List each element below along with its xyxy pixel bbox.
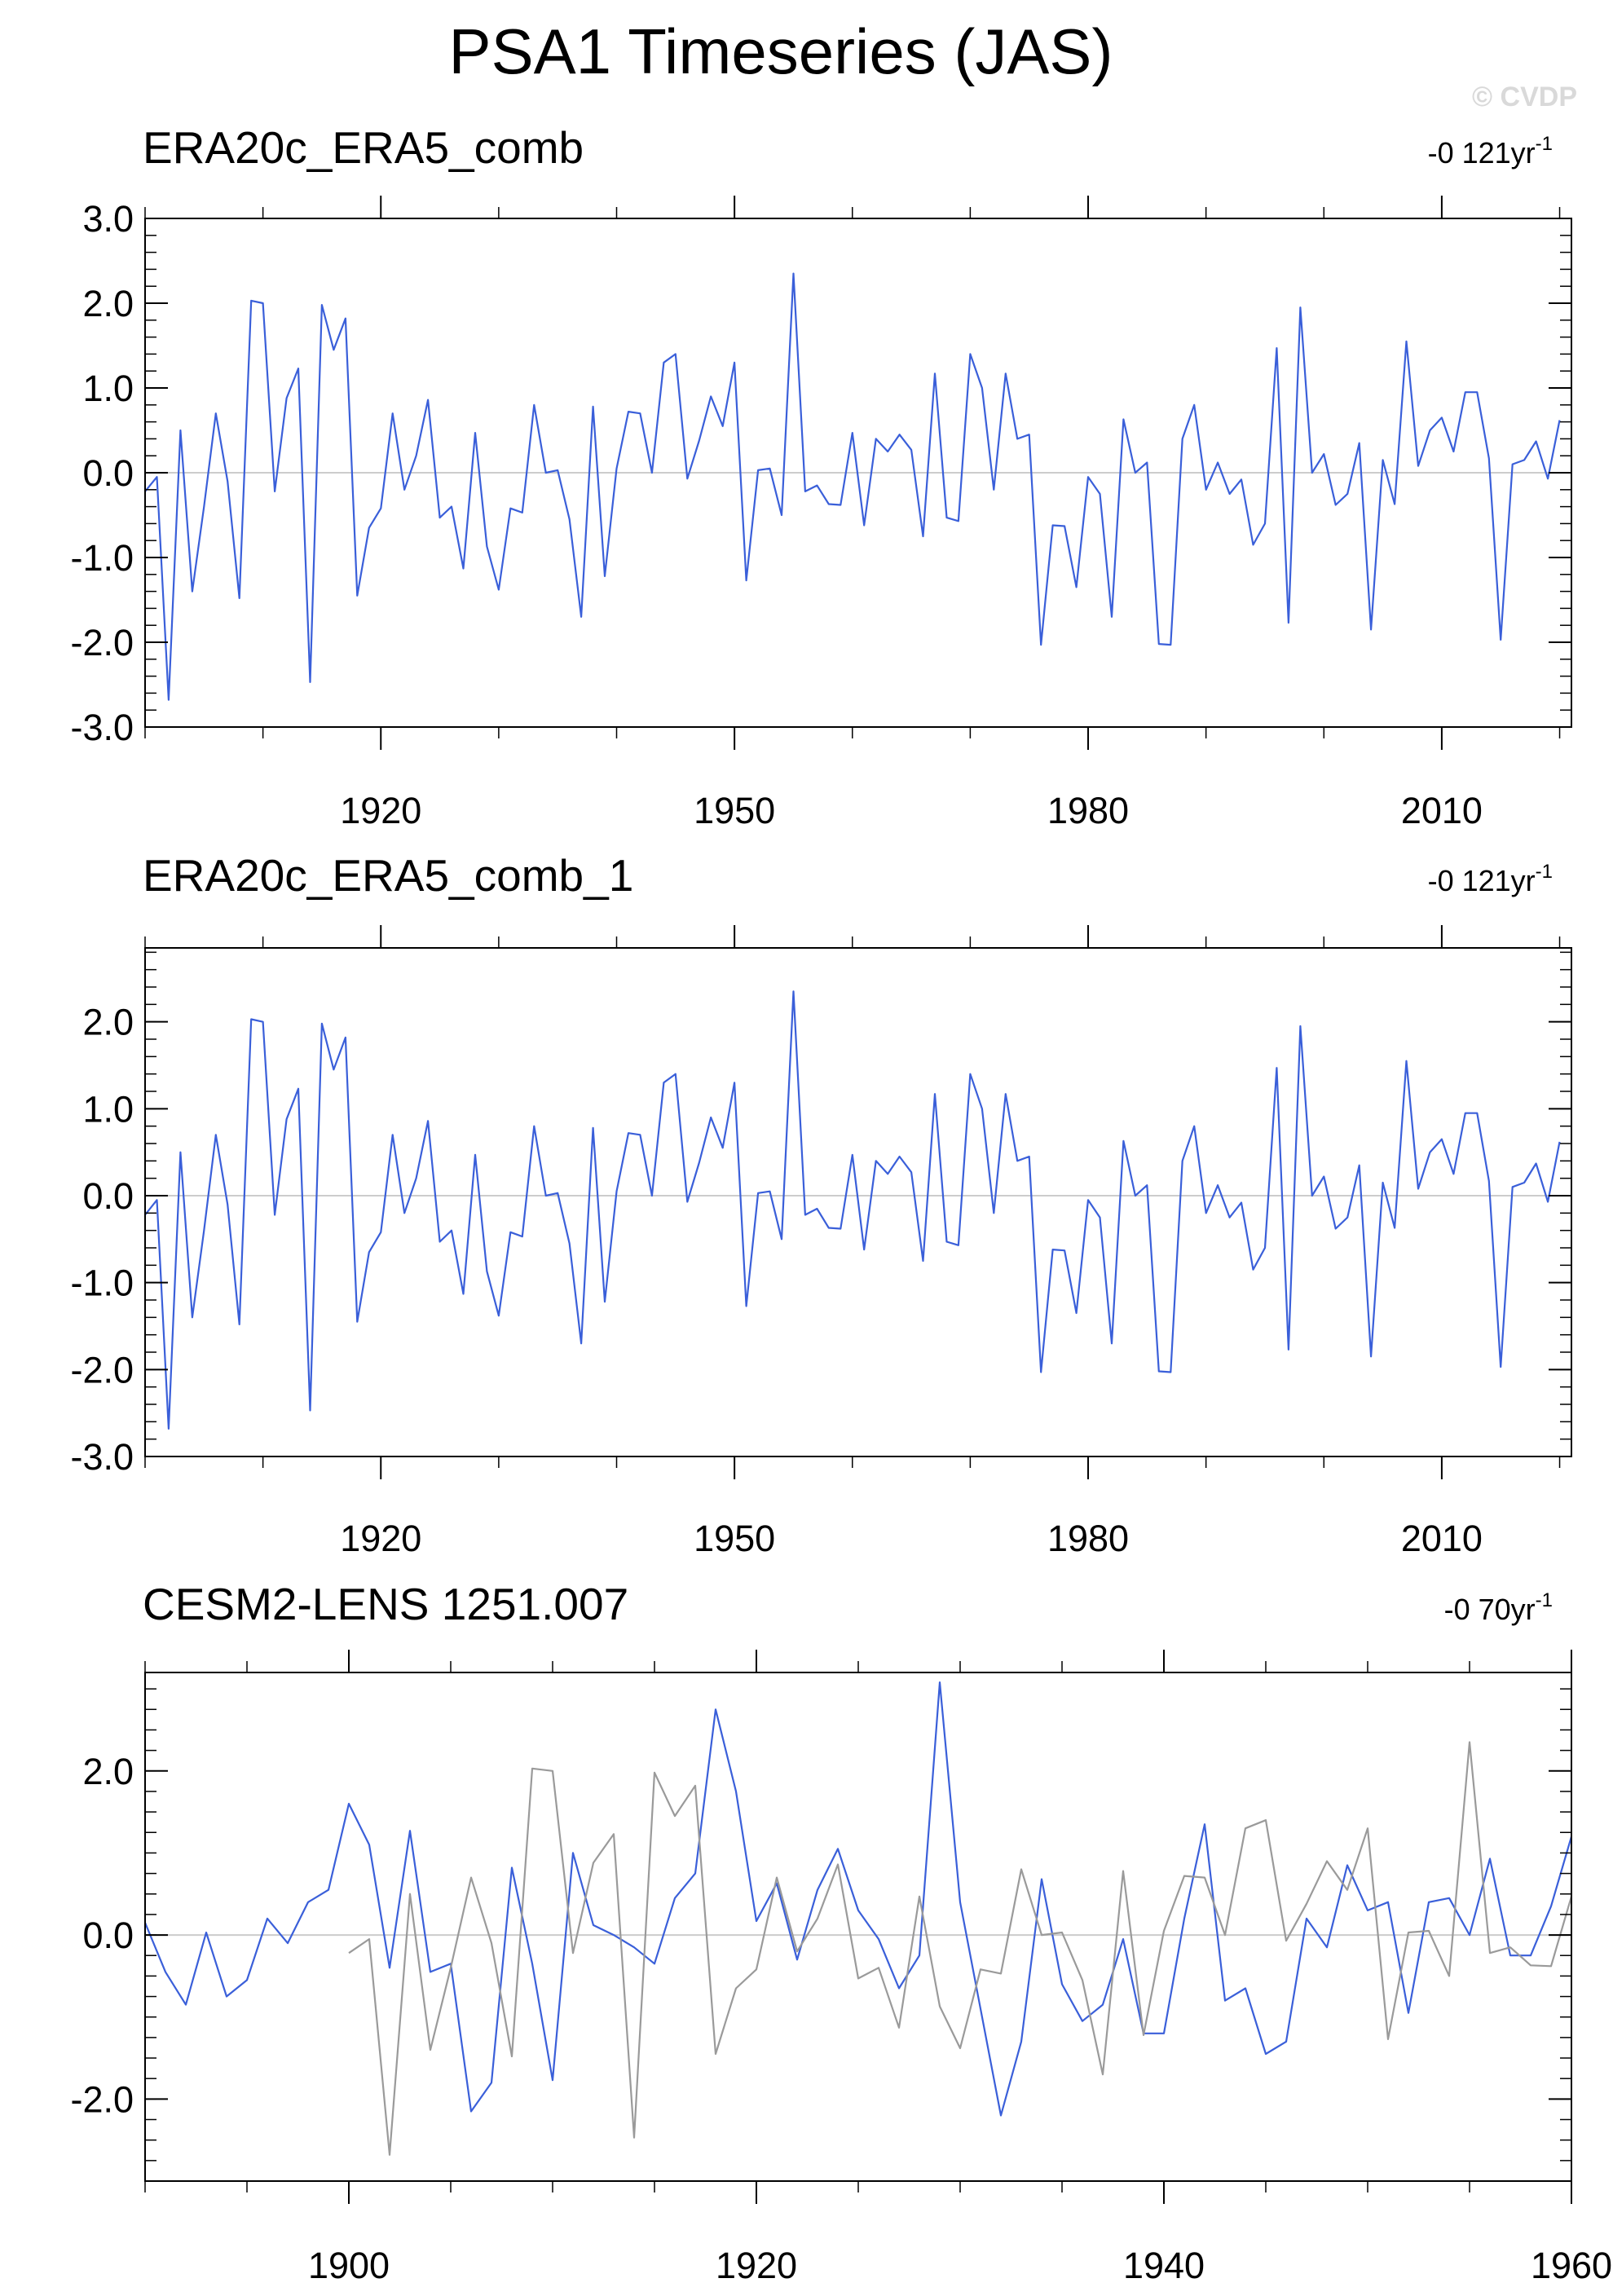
x-tick-label: 1920	[716, 2245, 797, 2286]
x-tick-label: 2010	[1401, 790, 1483, 831]
panel-3-title: CESM2-LENS 1251.007	[143, 1579, 628, 1629]
y-tick-label: -1.0	[70, 537, 134, 579]
y-tick-label: -2.0	[70, 2078, 134, 2120]
y-tick-label: 1.0	[82, 368, 134, 409]
y-tick-label: -2.0	[70, 1349, 134, 1390]
y-tick-label: 2.0	[82, 283, 134, 324]
series-line-primary	[144, 272, 1561, 701]
plot-frame	[144, 947, 1572, 1457]
x-tick-label: 1950	[694, 790, 775, 831]
panel-2-plot: -3.0 -2.0 -1.0 0.0 1.0 2.0 1920 1950 1980 2010	[70, 925, 1572, 1559]
y-tick-label: -3.0	[70, 1436, 134, 1478]
y-tick-label: 0.0	[82, 1175, 134, 1217]
x-tick-label: 1960	[1531, 2245, 1612, 2286]
panel-2-trend: -0 121yr-1	[1428, 861, 1553, 897]
x-tick-label: 2010	[1401, 1518, 1483, 1559]
plot-frame	[144, 1672, 1572, 2182]
panel-1-title: ERA20c_ERA5_comb	[143, 122, 584, 173]
x-tick-label: 1980	[1047, 790, 1129, 831]
panel-3-plot: -2.0 0.0 2.0 1900 1920 1940 1960	[70, 1650, 1612, 2286]
x-tick-label: 1920	[340, 1518, 421, 1559]
panel-2-title: ERA20c_ERA5_comb_1	[143, 850, 633, 901]
y-tick-label: 2.0	[82, 1751, 134, 1792]
series-line-primary	[144, 990, 1561, 1430]
y-tick-label: 3.0	[82, 198, 134, 240]
y-tick-label: -1.0	[70, 1263, 134, 1304]
series-line-primary	[143, 1681, 1573, 2117]
y-tick-label: -3.0	[70, 707, 134, 748]
panel-1-trend: -0 121yr-1	[1428, 133, 1553, 170]
cvdp-watermark: © CVDP	[1472, 82, 1577, 112]
y-tick-label: 1.0	[82, 1088, 134, 1130]
panel-3: CESM2-LENS 1251.007 -0 70yr-1 -2.0 0.0 2.0…	[70, 1579, 1612, 2286]
x-tick-label: 1980	[1047, 1518, 1129, 1559]
panel-2: ERA20c_ERA5_comb_1 -0 121yr-1 -3.0 -2.0 -1…	[70, 850, 1572, 1559]
x-tick-label: 1940	[1123, 2245, 1205, 2286]
panel-1-plot: -3.0 -2.0 -1.0 0.0 1.0 2.0 3.0 1920 1950 1980 2010	[70, 196, 1572, 831]
y-tick-label: 2.0	[82, 1002, 134, 1043]
x-tick-label: 1900	[308, 2245, 390, 2286]
x-tick-label: 1920	[340, 790, 421, 831]
y-tick-label: -2.0	[70, 622, 134, 663]
series-line-secondary	[348, 1741, 1573, 2156]
panel-1: ERA20c_ERA5_comb -0 121yr-1 -3.0 -2.0 -1.0…	[70, 122, 1572, 831]
figure-title: PSA1 Timeseries (JAS)	[449, 15, 1113, 87]
x-tick-label: 1950	[694, 1518, 775, 1559]
y-tick-label: 0.0	[82, 452, 134, 494]
y-tick-label: 0.0	[82, 1915, 134, 1956]
panel-3-trend: -0 70yr-1	[1444, 1589, 1553, 1626]
